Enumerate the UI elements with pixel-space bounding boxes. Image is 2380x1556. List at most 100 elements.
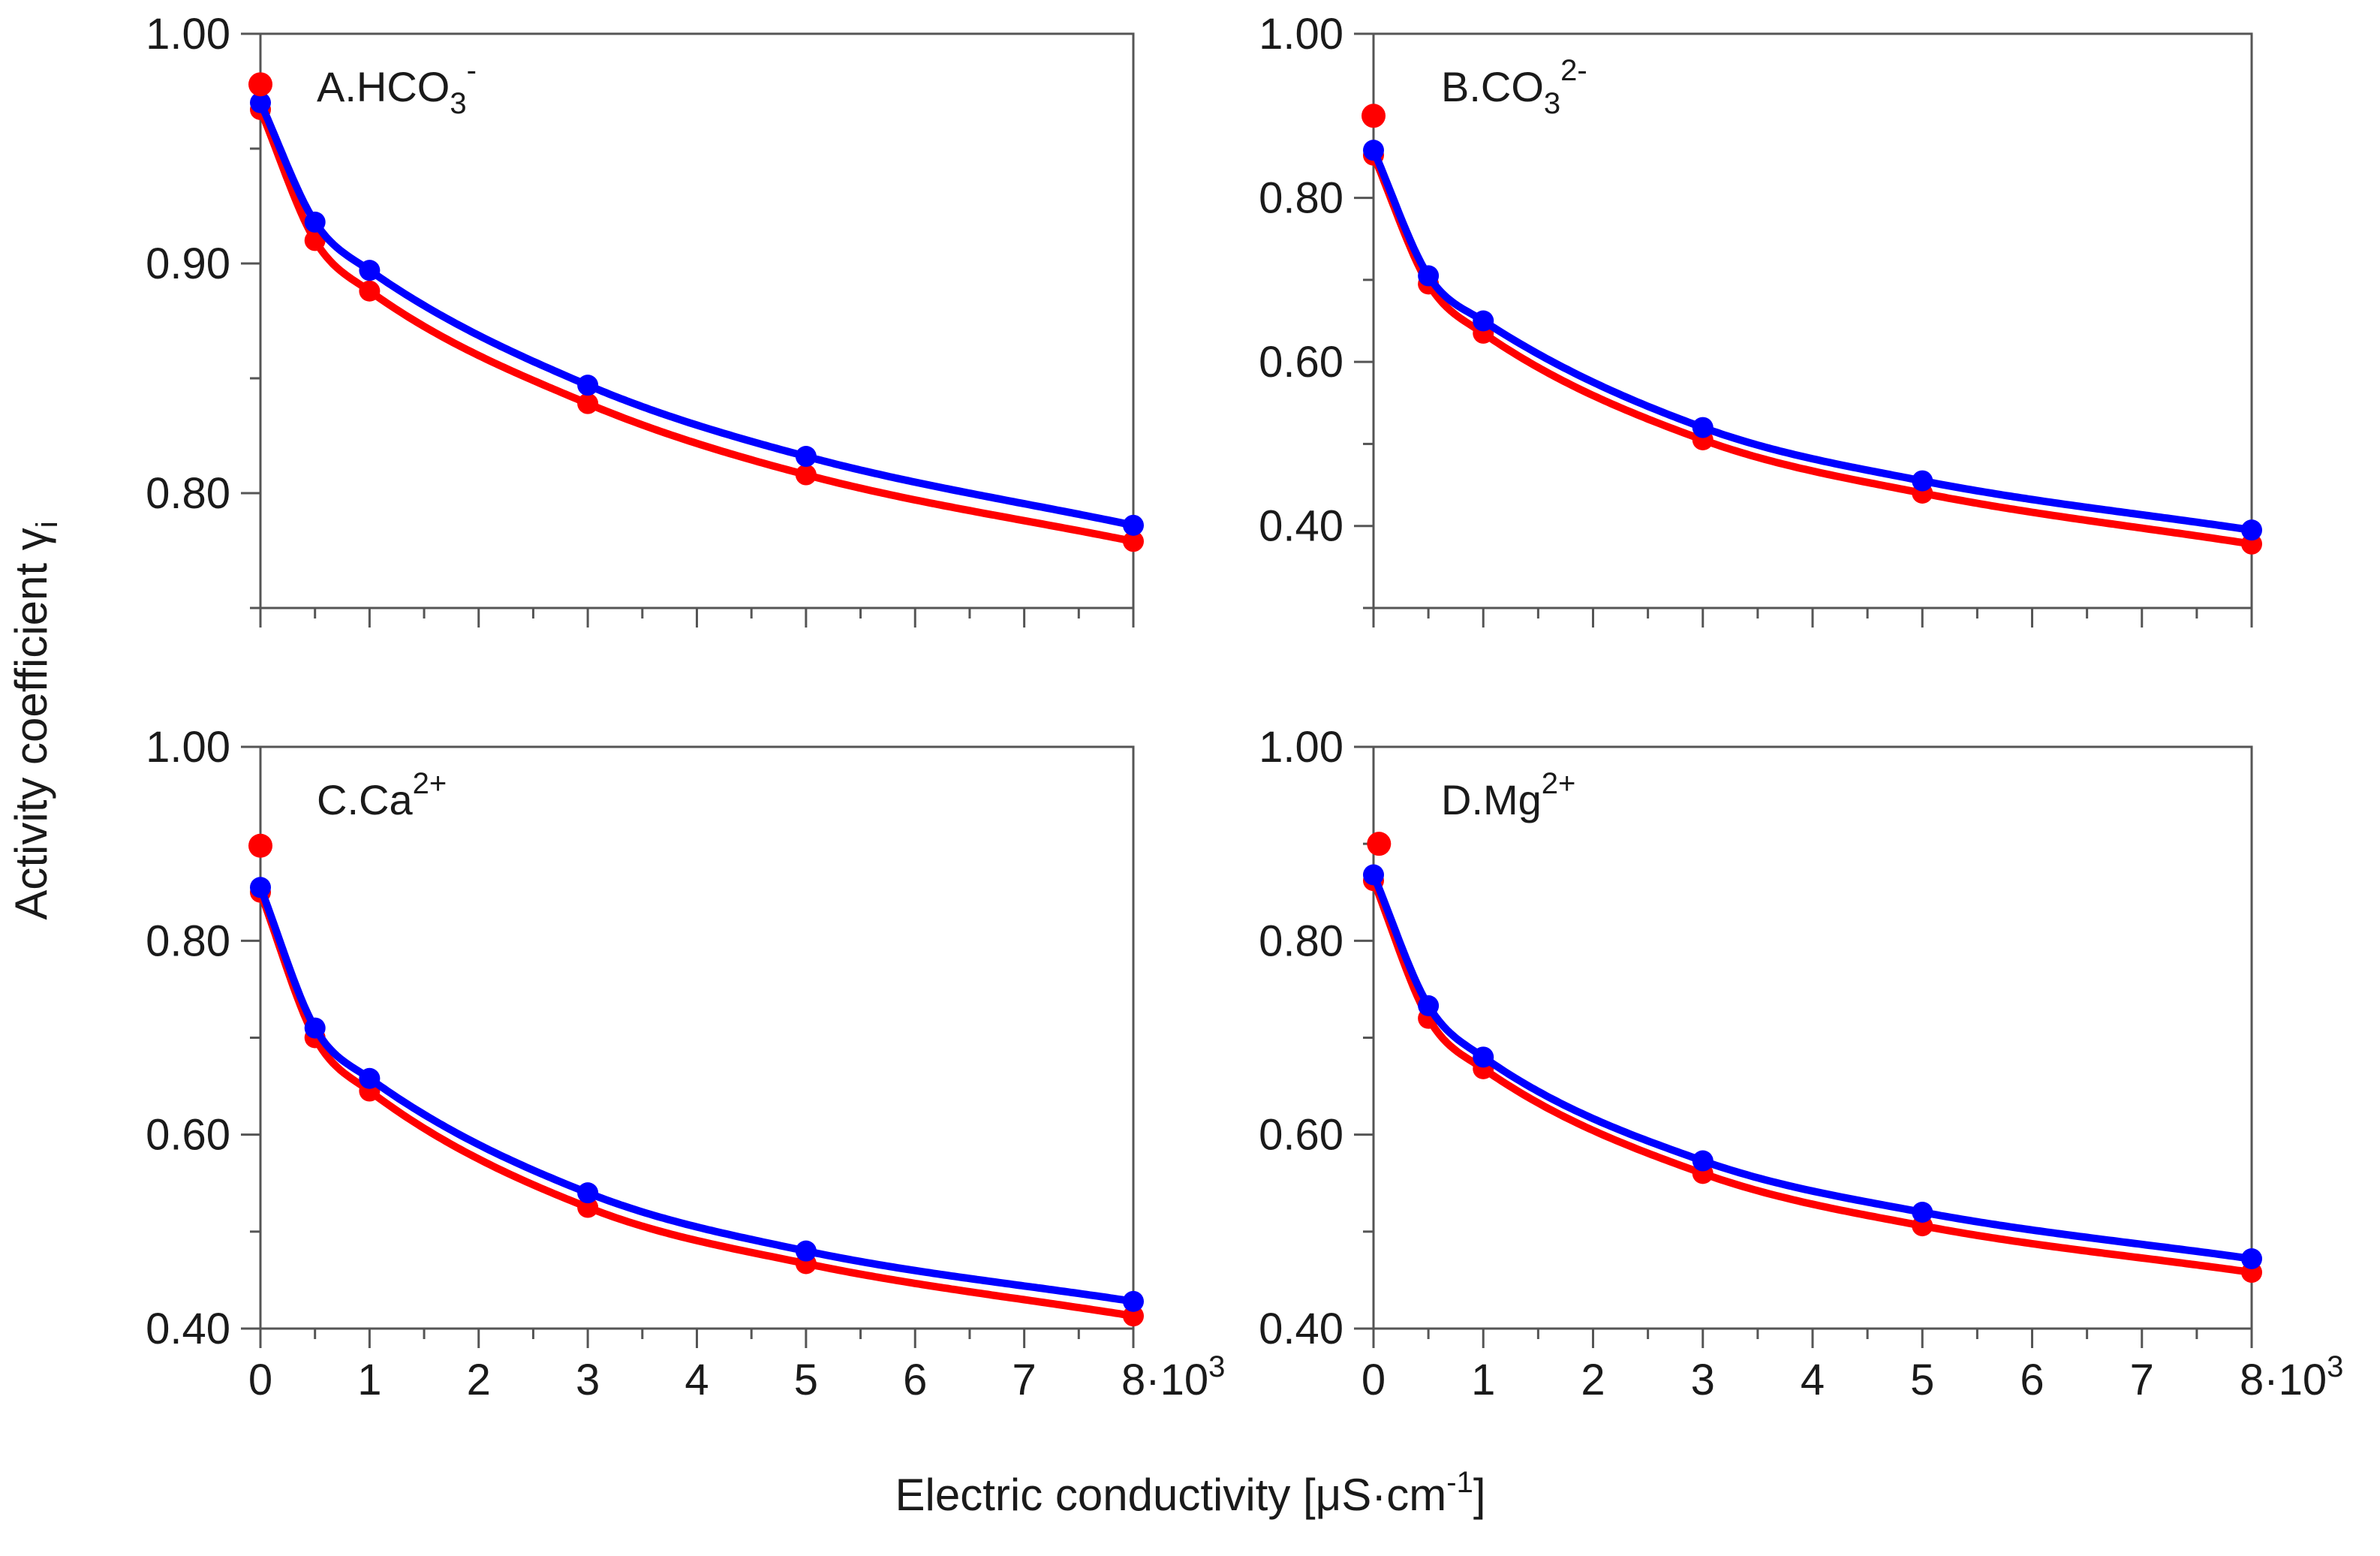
panel-title: B.CO32- xyxy=(1441,54,1587,120)
data-point-red xyxy=(795,464,817,486)
data-point-blue xyxy=(795,1240,817,1262)
data-point-blue xyxy=(1692,1150,1714,1172)
data-point-blue xyxy=(1418,265,1440,287)
panel-title-subscript: 3 xyxy=(1544,87,1560,120)
x-exponent-sup: 3 xyxy=(2327,1350,2343,1383)
x-axis-title-end: ] xyxy=(1473,1470,1486,1520)
data-point-blue xyxy=(250,877,271,898)
data-point-blue xyxy=(1363,140,1384,161)
x-tick-label: 6 xyxy=(2020,1356,2044,1404)
panel-title-subscript: 3 xyxy=(450,87,466,120)
data-point-blue xyxy=(1912,470,1933,492)
y-tick-label: 0.40 xyxy=(1259,1305,1343,1353)
y-tick-label: 0.80 xyxy=(1259,174,1343,223)
data-point-blue xyxy=(2241,519,2262,541)
x-tick-label: 0 xyxy=(248,1356,272,1404)
y-tick-label: 1.00 xyxy=(1259,723,1343,772)
panel-title-main: D.Mg xyxy=(1441,776,1542,823)
y-axis-title: Activity coefficient γi xyxy=(6,521,64,919)
y-tick-label: 0.60 xyxy=(146,1111,230,1160)
series-line-red xyxy=(1370,151,2255,548)
y-tick-label: 0.60 xyxy=(1259,1111,1343,1160)
panel-title: D.Mg2+ xyxy=(1441,767,1575,823)
x-tick-label: 6 xyxy=(903,1356,927,1404)
panel-title-superscript: - xyxy=(467,54,477,87)
x-tick-label: 0 xyxy=(1362,1356,1386,1404)
y-tick-label: 0.60 xyxy=(1259,338,1343,387)
series-line-blue xyxy=(1370,146,2255,534)
data-point-blue xyxy=(795,446,817,468)
plot-frame xyxy=(259,32,1135,609)
x-tick-label: 7 xyxy=(2130,1356,2154,1404)
y-tick-label: 0.80 xyxy=(1259,916,1343,965)
y-tick-label: 0.80 xyxy=(146,469,230,518)
x-exponent-sup: 3 xyxy=(1208,1350,1225,1383)
data-point-red xyxy=(359,280,381,302)
panel-title-superscript: 2- xyxy=(1560,54,1587,87)
data-point-blue xyxy=(1912,1202,1933,1223)
data-point-blue xyxy=(1692,417,1714,438)
x-tick-label: 2 xyxy=(1581,1356,1605,1404)
x-tick-label: 5 xyxy=(794,1356,818,1404)
series-line-blue xyxy=(257,98,1137,529)
x-tick-label: 5 xyxy=(1910,1356,1934,1404)
data-point-red xyxy=(577,1196,599,1218)
panel-title-superscript: 2+ xyxy=(1542,767,1576,800)
data-point-blue xyxy=(359,1067,381,1089)
data-point-red xyxy=(1123,1305,1144,1327)
series-line-red xyxy=(1370,877,2255,1277)
panel-title-main: A.HCO xyxy=(317,63,450,110)
series-line-red xyxy=(257,106,1137,546)
x-exponent-suffix: ·10 xyxy=(1145,1356,1208,1404)
data-point-red-extra xyxy=(248,72,272,97)
panel-title-main: C.Ca xyxy=(317,776,413,823)
x-tick-label: 2 xyxy=(467,1356,491,1404)
y-axis-title-subscript: i xyxy=(31,521,64,528)
x-tick-label: 7 xyxy=(1012,1356,1036,1404)
x-tick-label: 8·103 xyxy=(1121,1350,1225,1404)
panel-title: C.Ca2+ xyxy=(317,767,447,823)
x-tick-label: 1 xyxy=(357,1356,381,1404)
data-point-red-extra xyxy=(1362,104,1386,128)
panel-b: 1.00 0.80 0.60 0.40 B.CO32- xyxy=(1259,10,2262,628)
y-tick-label: 1.00 xyxy=(146,10,230,59)
data-point-blue xyxy=(577,1182,599,1204)
data-point-red xyxy=(1123,531,1144,552)
x-tick-label: 3 xyxy=(576,1356,600,1404)
data-point-red xyxy=(577,393,599,414)
data-point-red-extra xyxy=(248,833,272,858)
series-line-blue xyxy=(1370,871,2255,1263)
panel-a: 1.00 0.90 0.80 A.HCO3- xyxy=(146,10,1144,628)
panel-title: A.HCO3- xyxy=(317,54,477,120)
panel-title-superscript: 2+ xyxy=(413,767,447,800)
x-tick-label: 8·103 xyxy=(2240,1350,2343,1404)
y-tick-label: 0.40 xyxy=(146,1305,230,1353)
data-point-blue xyxy=(359,260,381,281)
data-point-blue xyxy=(1473,1046,1494,1068)
x-tick-label: 1 xyxy=(1471,1356,1495,1404)
x-tick-label: 4 xyxy=(1801,1356,1825,1404)
panels-group: 1.000.900.80A.HCO3-1.000.800.600.40B.CO3… xyxy=(146,10,2343,1404)
data-point-blue xyxy=(304,1017,326,1039)
data-point-blue xyxy=(1123,1290,1144,1312)
y-tick-label: 1.00 xyxy=(146,723,230,772)
series-line-blue xyxy=(257,883,1137,1305)
data-point-blue xyxy=(2241,1248,2262,1269)
y-tick-label: 0.40 xyxy=(1259,502,1343,551)
data-point-blue xyxy=(1123,514,1144,536)
x-axis-title-superscript: -1 xyxy=(1446,1466,1473,1499)
data-point-blue xyxy=(250,92,271,113)
x-tick-label: 4 xyxy=(685,1356,709,1404)
data-point-blue xyxy=(1473,310,1494,332)
data-point-blue xyxy=(1418,995,1440,1016)
y-tick-label: 0.80 xyxy=(146,916,230,965)
panel-d: 0 1 2 3 4 5 6 7 8·103 1.00 0.80 0.60 0.40 D.Mg2+ xyxy=(1259,723,2343,1404)
data-point-red-extra xyxy=(1367,832,1392,856)
data-point-blue xyxy=(304,211,326,233)
x-axis-title: Electric conductivity [μS·cm-1] xyxy=(895,1466,1486,1520)
data-point-blue xyxy=(577,375,599,396)
panel-title-main: B.CO xyxy=(1441,63,1544,110)
series-line-red xyxy=(257,888,1137,1320)
y-tick-label: 1.00 xyxy=(1259,10,1343,59)
